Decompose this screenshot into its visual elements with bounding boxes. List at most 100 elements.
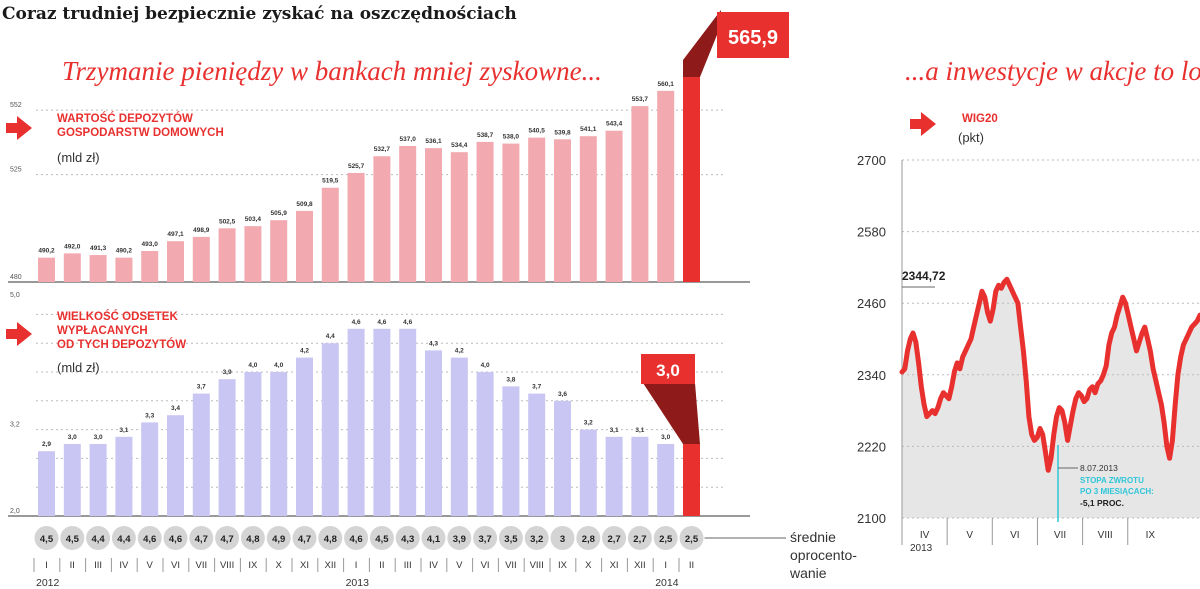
interest-bar	[244, 372, 262, 516]
rate-circle	[602, 526, 627, 550]
x-month-label: I	[664, 560, 667, 571]
deposits-data-label: 505,9	[271, 210, 288, 217]
interest-data-label: 3,0	[661, 434, 670, 441]
x-month-label: I	[45, 560, 48, 571]
deposits-callout-fold	[683, 10, 721, 78]
deposits-unit: (mld zł)	[57, 150, 100, 165]
interest-tick-label: 5,0	[10, 292, 20, 299]
interest-bar	[296, 357, 313, 516]
wig20-title: WIG20	[962, 113, 998, 125]
interest-tick-label: 3,2	[10, 422, 20, 429]
rate-circle	[189, 526, 214, 550]
wig20-start-label: 2344,72	[902, 269, 946, 283]
rate-circle	[292, 526, 317, 550]
interest-data-label: 3,1	[635, 427, 644, 434]
deposits-data-label: 497,1	[167, 231, 184, 238]
interest-bar	[579, 429, 597, 516]
rate-circle	[163, 526, 188, 550]
deposits-bar	[502, 143, 520, 282]
interest-bar	[657, 444, 675, 516]
wig20-year-label: 2013	[910, 543, 933, 554]
interest-data-label: 3,2	[584, 420, 593, 427]
deposits-data-label: 536,1	[425, 138, 442, 145]
interest-bar	[425, 350, 442, 516]
interest-data-label: 4,6	[377, 319, 386, 326]
rate-value: 4,6	[143, 534, 156, 545]
rate-circle	[395, 526, 420, 550]
interest-callout-value: 3,0	[656, 361, 680, 380]
interest-bar	[476, 372, 494, 516]
deposits-bar	[218, 228, 236, 282]
deposits-tick-label: 525	[10, 167, 22, 174]
deposits-data-label: 503,4	[245, 216, 262, 223]
x-year-label: 2012	[36, 577, 60, 589]
interest-data-label: 4,2	[300, 348, 309, 355]
x-month-label: I	[355, 560, 358, 571]
rate-circle	[369, 526, 394, 550]
interest-data-label: 3,6	[558, 391, 567, 398]
interest-callout-box	[641, 354, 695, 384]
x-month-label: X	[276, 560, 283, 571]
interest-bar	[115, 436, 133, 516]
interest-data-label: 3,9	[223, 369, 232, 376]
x-month-label: V	[456, 560, 463, 571]
subtitle-right: ...a inwestycje w akcje to lo	[905, 56, 1200, 86]
interest-bar	[502, 386, 520, 516]
main-title: Coraz trudniej bezpiecznie zyskać na osz…	[2, 4, 517, 24]
rate-value: 4,6	[169, 534, 182, 545]
wig20-month-label: VIII	[1098, 530, 1113, 541]
deposits-title: WARTOŚĆ DEPOZYTÓW	[57, 112, 193, 125]
rate-circle	[576, 526, 601, 550]
deposits-bar	[89, 255, 107, 282]
interest-bar	[192, 393, 210, 516]
deposits-data-label: 509,8	[296, 201, 313, 208]
interest-bar	[218, 379, 236, 516]
rate-value: 2,5	[659, 534, 673, 545]
rate-value: 4,8	[246, 534, 259, 545]
rate-value: 4,8	[324, 534, 337, 545]
wig20-annotation-label: PO 3 MIESIĄCACH:	[1080, 487, 1154, 496]
rate-circle	[86, 526, 111, 550]
interest-data-label: 3,8	[506, 376, 515, 383]
wig20-tick-label: 2580	[857, 225, 886, 240]
x-month-label: VIII	[530, 560, 544, 571]
deposits-data-label: 532,7	[374, 146, 391, 153]
interest-callout-fold	[643, 383, 700, 444]
rate-circle	[524, 526, 549, 550]
deposits-data-label: 490,2	[38, 248, 55, 255]
interest-arrow-icon	[6, 322, 32, 346]
interest-data-label: 3,0	[68, 434, 77, 441]
deposits-bar	[683, 77, 700, 283]
interest-bar	[141, 422, 159, 516]
rate-circle	[111, 526, 136, 550]
interest-data-label: 4,0	[248, 362, 257, 369]
rate-circle	[498, 526, 523, 550]
wig20-tick-label: 2340	[857, 368, 886, 383]
x-month-label: IV	[429, 560, 439, 571]
x-month-label: VIII	[220, 560, 234, 571]
interest-data-label: 4,0	[481, 362, 490, 369]
deposits-data-label: 490,2	[116, 248, 133, 255]
deposits-data-label: 493,0	[142, 241, 159, 248]
deposits-callout-box	[717, 12, 789, 58]
rate-circle	[344, 526, 369, 550]
deposits-bar	[192, 236, 210, 282]
wig20-arrow-icon	[910, 112, 936, 136]
deposits-data-label: 519,5	[322, 178, 339, 185]
x-month-label: III	[94, 560, 102, 571]
deposits-data-label: 525,7	[348, 163, 365, 170]
deposits-tick-label: 480	[10, 274, 22, 281]
deposits-bar	[528, 137, 546, 282]
interest-data-label: 4,3	[429, 340, 438, 347]
interest-unit: (mld zł)	[57, 360, 100, 375]
interest-bar	[167, 415, 184, 516]
rate-value: 4,4	[117, 534, 131, 545]
wig20-annotation-date: 8.07.2013	[1080, 463, 1118, 473]
deposits-bar	[270, 220, 288, 282]
deposits-bar	[476, 141, 494, 282]
rate-value: 4,7	[298, 534, 311, 545]
interest-data-label: 3,1	[610, 427, 619, 434]
interest-bar	[528, 393, 546, 516]
rate-circle	[34, 526, 59, 550]
